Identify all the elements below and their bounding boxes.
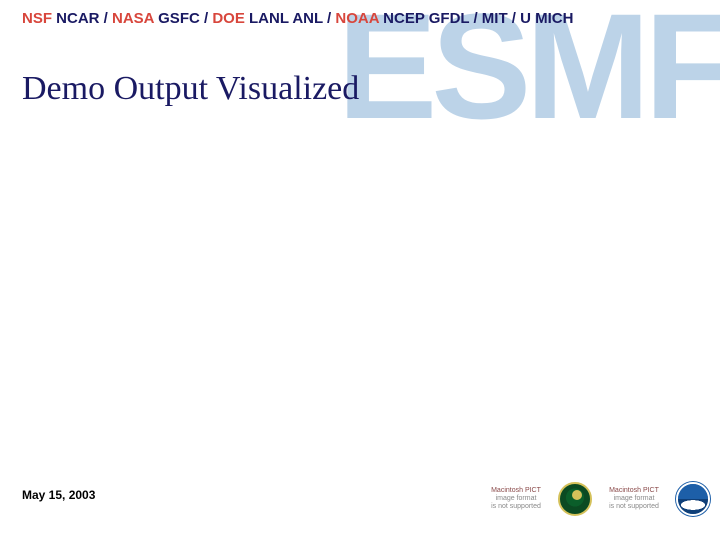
pict-placeholder-icon: Macintosh PICT image format is not suppo… xyxy=(598,480,670,518)
pict-line: Macintosh PICT xyxy=(609,487,659,495)
noaa-seal-icon xyxy=(676,482,710,516)
footer-date: May 15, 2003 xyxy=(22,488,95,502)
pict-line: is not supported xyxy=(491,503,541,511)
slide-title: Demo Output Visualized xyxy=(22,70,359,108)
affiliation-segment: DOE xyxy=(212,10,249,27)
affiliation-segment: NOAA xyxy=(335,10,383,27)
affiliations-bar: NSF NCAR / NASA GSFC / DOE LANL ANL / NO… xyxy=(22,10,573,27)
pict-line: is not supported xyxy=(609,503,659,511)
pict-line: Macintosh PICT xyxy=(491,487,541,495)
pict-line: image format xyxy=(496,495,537,503)
pict-placeholder-icon: Macintosh PICT image format is not suppo… xyxy=(480,480,552,518)
pict-line: image format xyxy=(614,495,655,503)
affiliation-segment: NSF xyxy=(22,10,56,27)
doe-seal-icon xyxy=(558,482,592,516)
affiliation-segment: NCAR / xyxy=(56,10,112,27)
slide: ESMF NSF NCAR / NASA GSFC / DOE LANL ANL… xyxy=(0,0,720,540)
affiliation-segment: NCEP GFDL / MIT / U MICH xyxy=(383,10,573,27)
affiliation-segment: NASA xyxy=(112,10,158,27)
footer-logos: Macintosh PICT image format is not suppo… xyxy=(480,480,710,518)
affiliation-segment: GSFC / xyxy=(158,10,212,27)
affiliation-segment: LANL ANL / xyxy=(249,10,335,27)
